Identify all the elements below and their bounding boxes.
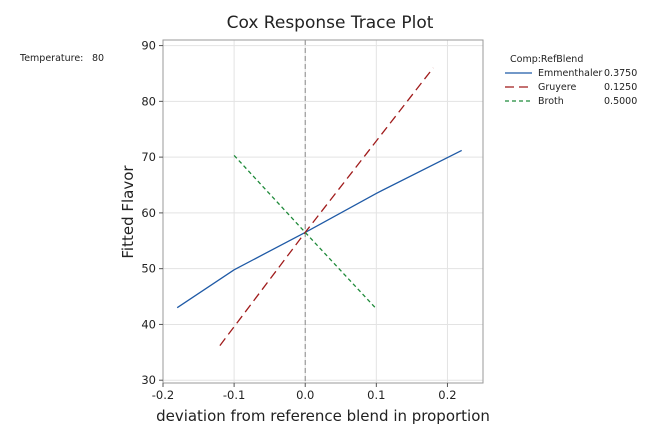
legend-name-emmenthaler: Emmenthaler xyxy=(538,68,602,79)
held-setting: Temperature: 80 xyxy=(19,53,104,64)
legend-ref-emmenthaler: 0.3750 xyxy=(604,68,637,79)
y-tick-label-2: 50 xyxy=(141,262,156,276)
legend: Comp:RefBlend Emmenthaler 0.3750 Gruyere 0.… xyxy=(505,54,637,107)
x-axis-ticks: -0.2 -0.1 0.0 0.1 0.2 xyxy=(152,383,457,402)
legend-name-gruyere: Gruyere xyxy=(538,82,576,93)
y-axis-ticks: 30 40 50 60 70 80 90 xyxy=(141,39,163,387)
series-lines xyxy=(176,67,462,346)
legend-ref-broth: 0.5000 xyxy=(604,96,637,107)
grid-lines xyxy=(162,40,483,383)
series-line-emmenthaler xyxy=(176,149,462,309)
x-tick-label-1: -0.1 xyxy=(223,388,245,402)
series-line-gruyere xyxy=(219,67,434,346)
x-tick-label-4: 0.2 xyxy=(438,388,456,402)
y-tick-label-5: 80 xyxy=(141,94,156,108)
y-tick-label-3: 60 xyxy=(141,206,156,220)
y-tick-label-4: 70 xyxy=(141,150,156,164)
y-tick-label-6: 90 xyxy=(141,39,156,53)
held-setting-label: Temperature: xyxy=(19,53,83,64)
chart-title: Cox Response Trace Plot xyxy=(227,13,434,33)
legend-title: Comp:RefBlend xyxy=(510,54,583,65)
plot-frame xyxy=(162,39,484,384)
legend-name-broth: Broth xyxy=(538,96,564,107)
y-tick-label-0: 30 xyxy=(141,373,156,387)
x-axis-label: deviation from reference blend in propor… xyxy=(156,407,490,425)
legend-ref-gruyere: 0.1250 xyxy=(604,82,637,93)
x-tick-label-0: -0.2 xyxy=(152,388,174,402)
y-tick-label-1: 40 xyxy=(141,317,156,331)
x-tick-label-3: 0.1 xyxy=(367,388,385,402)
x-tick-label-2: 0.0 xyxy=(296,388,314,402)
held-setting-value: 80 xyxy=(92,53,104,64)
y-axis-label: Fitted Flavor xyxy=(119,165,137,259)
